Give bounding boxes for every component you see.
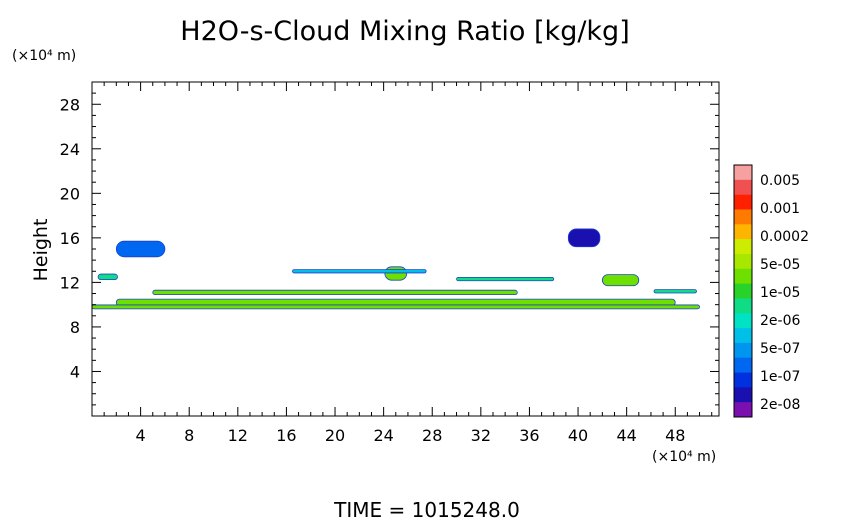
colorbar-label: 0.0002 — [760, 229, 809, 245]
cloud-region — [456, 276, 555, 282]
x-tick-label: 12 — [228, 426, 248, 445]
colorbar-swatch — [734, 298, 752, 314]
y-unit-label: (×10⁴ m) — [12, 48, 76, 64]
colorbar-swatch — [734, 372, 752, 388]
colorbar-label: 2e-06 — [760, 313, 800, 329]
x-tick-label: 36 — [519, 426, 539, 445]
y-axis-label: Height — [30, 219, 52, 282]
colorbar-label: 1e-05 — [760, 285, 800, 301]
chart-title: H2O-s-Cloud Mixing Ratio [kg/kg] — [180, 16, 629, 47]
colorbar-swatch — [734, 328, 752, 344]
x-tick-label: 20 — [325, 426, 345, 445]
x-tick-label: 32 — [471, 426, 491, 445]
x-tick-label: 40 — [568, 426, 588, 445]
y-tick-label: 12 — [60, 273, 80, 292]
colorbar-swatch — [734, 253, 752, 270]
x-unit-label: (×10⁴ m) — [652, 449, 716, 465]
x-tick-label: 28 — [422, 426, 442, 445]
colorbar-label: 0.001 — [760, 201, 800, 217]
colorbar-label: 0.005 — [760, 173, 800, 189]
cloud-region — [115, 240, 166, 258]
cloud-region — [601, 274, 640, 287]
colorbar-swatch — [734, 194, 752, 210]
time-label: TIME = 1015248.0 — [333, 498, 520, 519]
colorbar-swatch — [734, 342, 752, 359]
colorbar-label: 2e-08 — [760, 397, 800, 413]
x-tick-label: 8 — [184, 426, 194, 445]
colorbar-swatch — [734, 165, 752, 181]
colorbar: 0.005 0.001 0.0002 5e-05 1e-05 2e-06 5e-07 1e-0… — [733, 164, 809, 418]
cloud-region — [567, 228, 601, 248]
y-tick-label: 8 — [70, 318, 80, 337]
x-tick-label: 48 — [665, 426, 685, 445]
colorbar-swatch — [734, 402, 752, 418]
colorbar-swatch — [734, 268, 752, 284]
cloud-region — [97, 273, 118, 281]
colorbar-swatch — [734, 179, 752, 195]
plot-area — [91, 228, 700, 310]
x-tick-label: 16 — [276, 426, 296, 445]
colorbar-label: 5e-07 — [760, 341, 800, 357]
x-axis: 4 8 12 16 20 24 28 32 36 40 44 48 — [103, 82, 713, 445]
x-tick-label: 4 — [136, 426, 146, 445]
colorbar-swatch — [734, 239, 752, 255]
colorbar-swatch — [734, 283, 752, 299]
x-tick-label: 24 — [373, 426, 393, 445]
y-tick-label: 20 — [60, 184, 80, 203]
x-tick-label: 44 — [616, 426, 636, 445]
colorbar-swatch — [734, 357, 752, 373]
plot-frame — [91, 81, 720, 417]
colorbar-swatch — [734, 224, 752, 240]
cloud-region — [384, 266, 408, 281]
cloud-region — [653, 289, 697, 294]
colorbar-swatch — [734, 387, 752, 403]
y-axis: 4 8 12 16 20 24 28 — [60, 92, 719, 406]
y-tick-label: 4 — [70, 362, 80, 381]
y-tick-label: 28 — [60, 95, 80, 114]
cloud-region — [152, 289, 518, 296]
colorbar-swatch — [734, 313, 752, 329]
colorbar-frame — [733, 164, 753, 418]
colorbar-swatch — [734, 209, 752, 225]
cloud-region — [292, 269, 427, 274]
y-tick-label: 16 — [60, 229, 80, 248]
y-tick-label: 24 — [60, 140, 80, 159]
colorbar-label: 1e-07 — [760, 369, 800, 385]
colorbar-label: 5e-05 — [760, 257, 800, 273]
cloud-region — [91, 304, 700, 310]
